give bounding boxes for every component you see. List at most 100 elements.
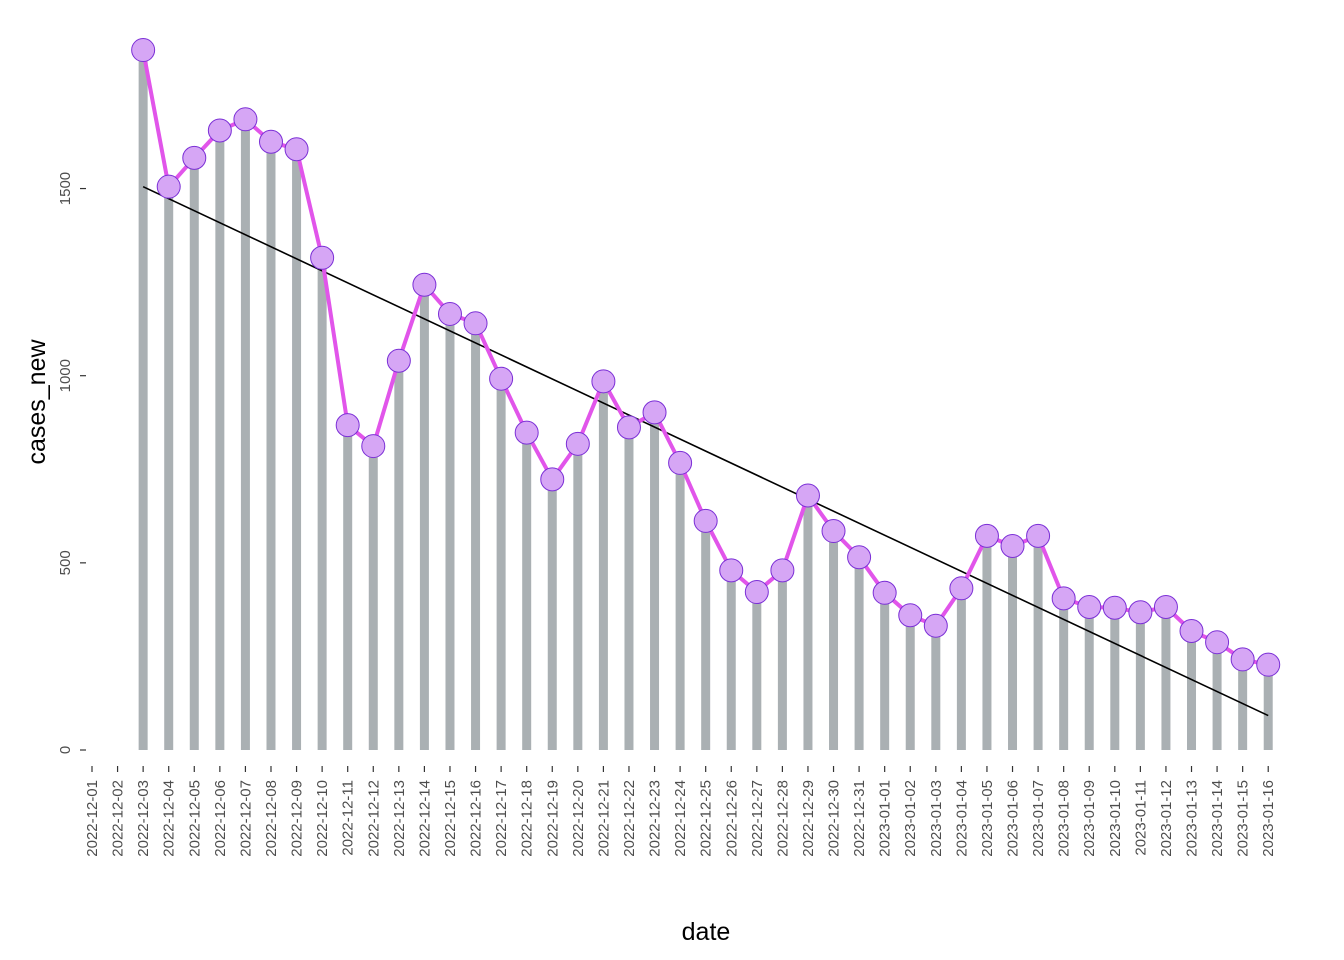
x-tick-label: 2022-12-22: [621, 780, 638, 857]
bar: [1110, 607, 1120, 750]
x-tick-label: 2023-01-03: [928, 780, 945, 857]
data-point: [949, 576, 974, 601]
bar: [471, 323, 481, 750]
bar: [1238, 659, 1248, 750]
x-tick-label: 2022-12-17: [493, 780, 510, 857]
bars-layer: [138, 50, 1273, 751]
data-point: [1000, 534, 1025, 559]
data-point: [233, 107, 258, 132]
x-tick-label: 2023-01-11: [1132, 780, 1149, 856]
points-layer: [131, 38, 1281, 677]
data-point: [258, 129, 283, 154]
bar: [445, 313, 455, 750]
data-point: [386, 348, 411, 373]
data-point: [1205, 630, 1230, 655]
bar: [522, 432, 532, 750]
x-axis: 2022-12-01 2022-12-02 2022-12-03 2022-12-04…: [84, 766, 1277, 857]
data-point: [719, 558, 744, 583]
data-point: [744, 580, 769, 605]
data-point: [1051, 586, 1076, 611]
bar: [752, 592, 762, 750]
x-tick-label: 2022-12-27: [749, 780, 766, 857]
bar: [982, 535, 992, 750]
bar: [1059, 598, 1069, 750]
x-tick-label: 2022-12-10: [314, 780, 331, 857]
bar: [803, 495, 813, 750]
bar: [1008, 546, 1018, 750]
x-tick-label: 2023-01-04: [953, 780, 970, 857]
x-tick-label: 2022-12-20: [570, 780, 587, 857]
x-tick-label: 2022-12-28: [774, 780, 791, 857]
data-point: [1153, 595, 1178, 620]
data-point: [923, 613, 948, 638]
bar: [1084, 607, 1094, 750]
x-tick-label: 2022-12-14: [416, 780, 433, 857]
x-tick-label: 2022-12-25: [698, 780, 715, 857]
x-tick-label: 2022-12-11: [340, 780, 357, 856]
x-tick-label: 2022-12-09: [289, 780, 306, 857]
x-tick-label: 2023-01-05: [979, 780, 996, 857]
data-point: [284, 137, 309, 162]
bar: [573, 443, 583, 750]
x-tick-label: 2022-12-12: [365, 780, 382, 857]
data-point: [514, 420, 539, 445]
bar: [164, 186, 174, 751]
data-point: [642, 400, 667, 425]
data-point: [1256, 652, 1281, 677]
data-point: [847, 545, 872, 570]
data-point: [770, 558, 795, 583]
bar: [880, 592, 890, 750]
bar: [394, 360, 404, 750]
data-point: [361, 434, 386, 459]
bar: [956, 588, 966, 750]
y-tick-label: 500: [57, 550, 74, 575]
bar: [1033, 535, 1043, 750]
x-tick-label: 2022-12-08: [263, 780, 280, 857]
x-tick-label: 2023-01-02: [902, 780, 919, 857]
x-tick-label: 2022-12-04: [161, 780, 178, 857]
x-tick-label: 2023-01-07: [1030, 780, 1047, 857]
data-point: [693, 508, 718, 533]
bar: [905, 615, 915, 750]
data-point: [565, 431, 590, 456]
bar: [266, 141, 276, 750]
bar: [675, 462, 685, 750]
x-tick-label: 2022-12-30: [826, 780, 843, 857]
x-tick-label: 2022-12-05: [186, 780, 203, 857]
bar: [1212, 642, 1222, 750]
data-point: [591, 369, 616, 394]
bar: [496, 378, 506, 750]
bar: [419, 284, 429, 750]
data-point: [821, 519, 846, 544]
data-point: [412, 272, 437, 297]
data-point: [463, 311, 488, 336]
data-point: [131, 38, 156, 63]
x-tick-label: 2023-01-01: [877, 780, 894, 857]
data-point: [1102, 595, 1127, 620]
bar: [1263, 664, 1273, 750]
bar: [240, 119, 250, 750]
data-point: [616, 415, 641, 440]
data-point: [795, 483, 820, 508]
y-tick-label: 1500: [57, 172, 74, 205]
bar: [624, 427, 634, 750]
bar: [215, 130, 225, 750]
x-tick-label: 2022-12-21: [595, 780, 612, 857]
x-tick-label: 2022-12-23: [647, 780, 664, 857]
data-point: [872, 580, 897, 605]
y-axis-title: cases_new: [23, 339, 51, 465]
bar: [1187, 630, 1197, 750]
y-axis: 0 500 1000 1500: [57, 172, 86, 754]
x-tick-label: 2022-12-07: [237, 780, 254, 857]
data-point: [668, 450, 693, 475]
trend-layer: [142, 185, 1269, 717]
data-point: [1026, 523, 1051, 548]
x-tick-label: 2022-12-31: [851, 780, 868, 857]
bar: [1161, 607, 1171, 750]
x-tick-label: 2022-12-24: [672, 780, 689, 857]
x-tick-label: 2022-12-13: [391, 780, 408, 857]
x-tick-label: 2022-12-03: [135, 780, 152, 857]
bar: [547, 479, 557, 750]
